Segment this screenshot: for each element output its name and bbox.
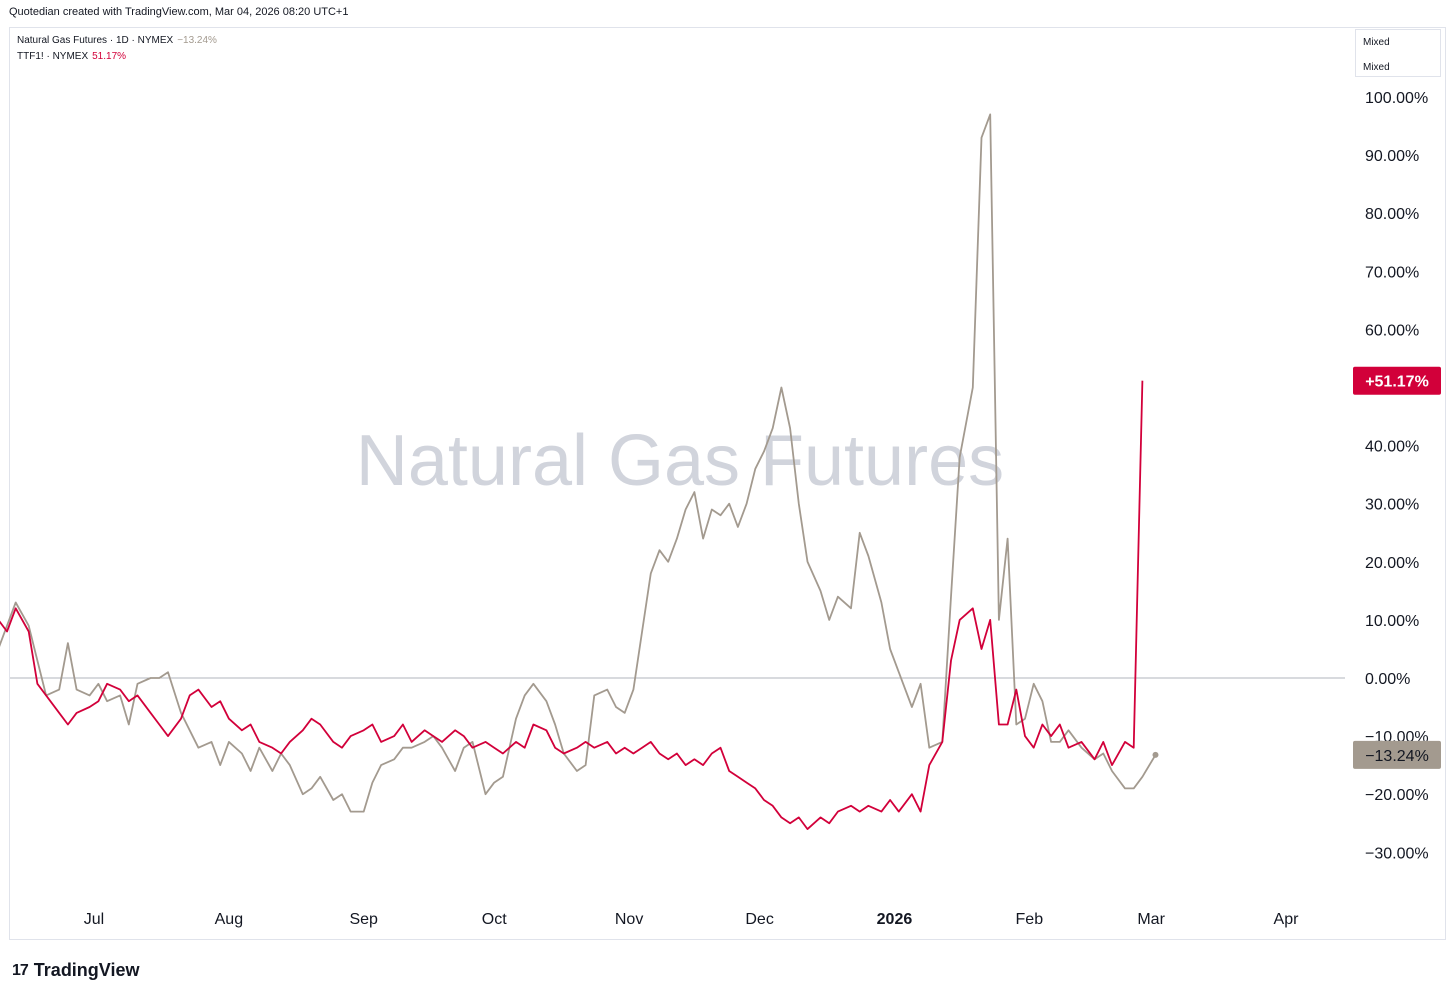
legend-change-percent: −13.24% bbox=[177, 35, 217, 46]
y-tick-label: −20.00% bbox=[1365, 787, 1429, 804]
legend-change-percent: 51.17% bbox=[92, 51, 127, 62]
last-value-badge bbox=[1353, 366, 1441, 395]
scale-mode-bottom[interactable]: Mixed bbox=[1363, 62, 1390, 73]
x-tick-label: Aug bbox=[215, 911, 243, 928]
legend-series-name: Natural Gas Futures bbox=[17, 35, 108, 46]
y-tick-label: 60.00% bbox=[1365, 322, 1419, 339]
scale-mode-top[interactable]: Mixed bbox=[1363, 37, 1390, 48]
y-tick-label: 40.00% bbox=[1365, 439, 1419, 456]
x-tick-label: Feb bbox=[1016, 911, 1044, 928]
legend-exchange: NYMEX bbox=[137, 35, 174, 46]
legend-series-name: TTF1! bbox=[17, 51, 44, 62]
last-value-badge-label: +51.17% bbox=[1365, 374, 1429, 391]
y-tick-label: 0.00% bbox=[1365, 671, 1410, 688]
last-value-badge-label: −13.24% bbox=[1365, 748, 1429, 765]
y-tick-label: 70.00% bbox=[1365, 264, 1419, 281]
chart-attribution: Quotedian created with TradingView.com, … bbox=[9, 6, 349, 18]
tradingview-logo[interactable]: 17 TradingView bbox=[12, 960, 140, 981]
chart-legend: Natural Gas Futures · 1D · NYMEX −13.24% … bbox=[17, 33, 217, 65]
y-tick-label: −30.00% bbox=[1365, 845, 1429, 862]
legend-row-natural-gas[interactable]: Natural Gas Futures · 1D · NYMEX −13.24% bbox=[17, 33, 217, 49]
y-tick-label: 80.00% bbox=[1365, 206, 1419, 223]
legend-row-ttf[interactable]: TTF1! · NYMEX 51.17% bbox=[17, 49, 217, 65]
y-tick-label: 20.00% bbox=[1365, 555, 1419, 572]
chart-frame[interactable] bbox=[9, 27, 1446, 940]
x-tick-label: Dec bbox=[745, 911, 773, 928]
chart-watermark: Natural Gas Futures bbox=[356, 421, 1004, 501]
x-tick-label: Sep bbox=[349, 911, 378, 928]
scale-mode-box[interactable]: Mixed Mixed bbox=[1355, 29, 1441, 77]
series-last-point bbox=[1152, 751, 1159, 758]
last-value-badge bbox=[1353, 740, 1441, 769]
y-tick-label: 100.00% bbox=[1365, 90, 1428, 107]
series-line-ttf[interactable] bbox=[0, 380, 1144, 830]
series-line-natural-gas[interactable] bbox=[0, 113, 1157, 813]
x-tick-label: Nov bbox=[615, 911, 643, 928]
x-tick-label: Apr bbox=[1274, 911, 1300, 928]
x-tick-label: 2026 bbox=[877, 911, 913, 928]
tradingview-logo-text: TradingView bbox=[33, 960, 140, 980]
legend-separator: · bbox=[107, 35, 116, 46]
x-tick-label: Mar bbox=[1137, 911, 1165, 928]
legend-interval: 1D bbox=[115, 35, 129, 46]
x-tick-label: Oct bbox=[482, 911, 507, 928]
legend-separator: · bbox=[43, 51, 53, 62]
tradingview-logo-icon: 17 bbox=[12, 961, 29, 979]
x-tick-label: Jul bbox=[84, 911, 104, 928]
y-tick-label: 30.00% bbox=[1365, 497, 1419, 514]
y-tick-label: 90.00% bbox=[1365, 148, 1419, 165]
y-tick-label: 10.00% bbox=[1365, 613, 1419, 630]
legend-exchange: NYMEX bbox=[52, 51, 89, 62]
legend-separator: · bbox=[128, 35, 138, 46]
